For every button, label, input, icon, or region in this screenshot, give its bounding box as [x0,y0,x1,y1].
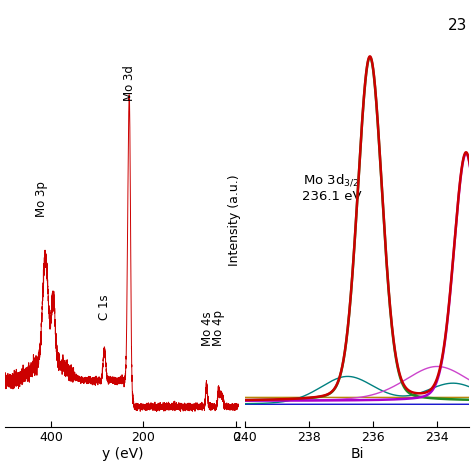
Text: Mo 4s: Mo 4s [201,311,214,346]
Y-axis label: Intensity (a.u.): Intensity (a.u.) [228,174,241,266]
X-axis label: y (eV): y (eV) [102,447,143,461]
Text: Mo 4p: Mo 4p [211,310,225,346]
Text: Mo 3d: Mo 3d [123,65,136,101]
Text: Mo 3p: Mo 3p [35,182,48,217]
Text: Mo 3d$_{3/2}$
236.1 eV: Mo 3d$_{3/2}$ 236.1 eV [301,173,361,203]
Text: C 1s: C 1s [98,295,110,320]
Text: 23: 23 [447,18,467,33]
X-axis label: Bi: Bi [350,447,364,461]
